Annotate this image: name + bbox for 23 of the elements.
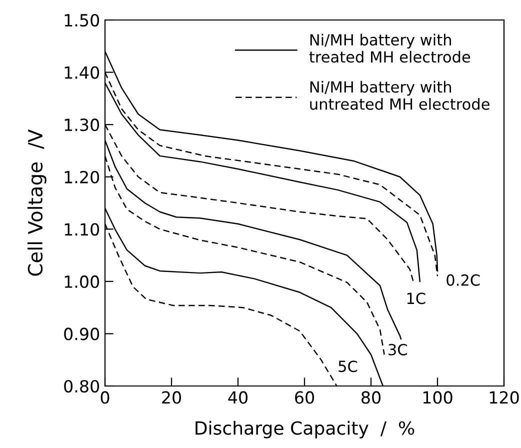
x-axis-title: Discharge Capacity / %: [196, 420, 414, 438]
x-tick-label: 0: [100, 391, 110, 404]
y-tick-label: 1.40: [64, 66, 100, 79]
annotation: 1C: [407, 292, 426, 304]
x-tick-label: 20: [162, 391, 181, 404]
y-tick-label: 1.50: [64, 14, 100, 27]
legend-label: Ni/MH battery with treated MH electrode: [309, 34, 470, 63]
annotation: 5C: [338, 360, 358, 372]
x-tick-label: 80: [362, 391, 380, 404]
annotation: 3C: [388, 344, 407, 356]
annotation: 0.2C: [446, 274, 480, 286]
x-tick-label: 40: [228, 391, 248, 404]
y-axis-title: Cell Voltage /V: [28, 129, 46, 276]
y-tick-label: 1.30: [64, 118, 100, 132]
x-tick-label: 60: [295, 391, 314, 404]
y-tick-label: 0.80: [64, 380, 100, 393]
y-tick-label: 0.90: [64, 328, 100, 340]
legend-label: Ni/MH battery with untreated MH electrode: [310, 80, 490, 110]
y-tick-label: 1.20: [64, 170, 100, 184]
x-tick-label: 100: [423, 391, 452, 404]
y-tick-label: 1.00: [64, 275, 100, 288]
y-tick-label: 1.10: [64, 223, 100, 236]
x-tick-label: 120: [490, 391, 519, 404]
